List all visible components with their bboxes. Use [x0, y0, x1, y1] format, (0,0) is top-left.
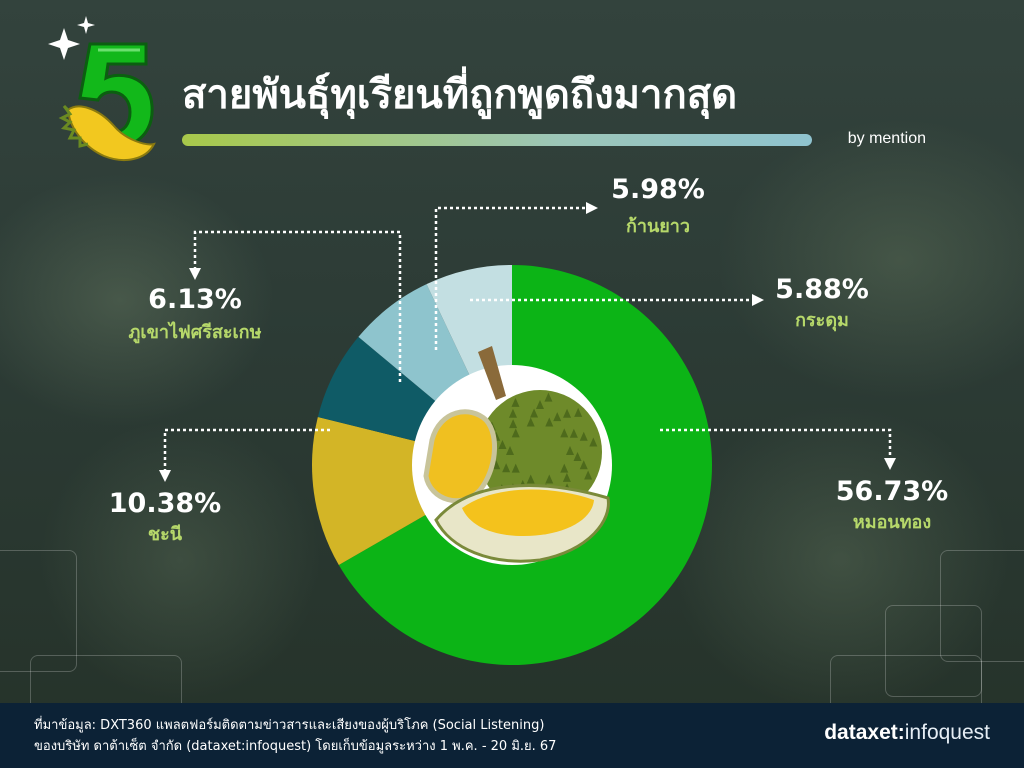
slice-name-label: กระดุม — [795, 310, 849, 332]
slice-percent-label: 5.98% — [611, 174, 705, 205]
source-line-1: ที่มาข้อมูล: DXT360 แพลตฟอร์มติดตามข่าวส… — [34, 718, 545, 733]
source-line-2: ของบริษัท ดาต้าเซ็ต จำกัด (dataxet:infoq… — [34, 739, 557, 754]
byline: by mention — [847, 130, 926, 147]
source-note: ที่มาข้อมูล: DXT360 แพลตฟอร์มติดตามข่าวส… — [34, 715, 556, 757]
decor-frame — [885, 605, 982, 697]
arrow-icon — [189, 268, 201, 280]
durian-fruit-icon — [423, 346, 610, 563]
arrow-icon — [884, 458, 896, 470]
callout-kanyao: 5.98% ก้านยาว — [611, 174, 705, 237]
leader-line-phukhaofai — [193, 230, 402, 382]
callout-kradum: 5.88% กระดุม — [775, 274, 869, 332]
slice-percent-label: 10.38% — [109, 488, 221, 519]
decor-frame — [0, 550, 77, 672]
slice-name-label: ก้านยาว — [626, 216, 690, 237]
sparkle-icon — [77, 16, 95, 34]
slice-percent-label: 6.13% — [148, 284, 242, 315]
slice-percent-label: 5.88% — [775, 274, 869, 305]
slice-name-label: หมอนทอง — [853, 512, 931, 533]
decor-frame — [940, 550, 1024, 662]
leader-line-monthong — [660, 428, 892, 462]
sparkle-icon — [48, 28, 80, 60]
slice-percent-label: 56.73% — [836, 476, 948, 507]
arrow-icon — [159, 470, 171, 482]
brand-logo: dataxet:infoquest — [824, 721, 990, 745]
brand-sub: infoquest — [904, 721, 990, 744]
slice-name-label: ชะนี — [148, 524, 183, 545]
leader-line-chanee — [163, 428, 330, 474]
brand-separator: : — [897, 721, 905, 744]
callout-phukhaofai: 6.13% ภูเขาไฟศรีสะเกษ — [129, 284, 262, 344]
brand-main: dataxet — [824, 721, 898, 744]
footer: ที่มาข้อมูล: DXT360 แพลตฟอร์มติดตามข่าวส… — [0, 703, 1024, 768]
callout-chanee: 10.38% ชะนี — [109, 488, 221, 545]
durian-number-five-icon — [48, 16, 156, 161]
donut-chart: 56.73% หมอนทอง 10.38% ชะนี 6.13% ภูเขาไฟ… — [109, 174, 948, 665]
callout-monthong: 56.73% หมอนทอง — [836, 476, 948, 533]
page-title: สายพันธุ์ทุเรียนที่ถูกพูดถึงมากสุด — [182, 72, 738, 118]
arrow-icon — [752, 294, 764, 306]
arrow-icon — [586, 202, 598, 214]
slice-name-label: ภูเขาไฟศรีสะเกษ — [129, 321, 262, 344]
callout-leaders — [159, 202, 896, 482]
title-underline-bar — [182, 134, 812, 146]
